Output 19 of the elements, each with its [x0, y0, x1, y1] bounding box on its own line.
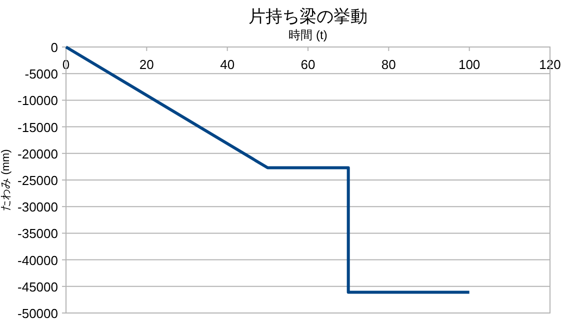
y-tick-label: -10000 [18, 93, 58, 108]
y-tick-label: -50000 [18, 306, 58, 321]
y-tick-label: -45000 [18, 279, 58, 294]
y-tick-label: -20000 [18, 146, 58, 162]
y-tick-label: -35000 [18, 226, 58, 242]
y-axis-title: たわみ (mm) [0, 149, 12, 211]
x-axis-title: 時間 (t) [288, 28, 328, 42]
y-tick-label: -30000 [18, 200, 58, 215]
y-tick-label: -5000 [24, 66, 58, 82]
x-tick-label: 40 [220, 57, 235, 72]
y-tick-label: -40000 [18, 252, 58, 268]
x-tick-label: 100 [458, 57, 480, 72]
y-tick-label: -15000 [18, 120, 58, 135]
y-tick-label: -25000 [18, 173, 58, 188]
chart-title: 片持ち梁の挙動 [248, 7, 368, 26]
x-tick-label: 60 [300, 57, 316, 72]
x-tick-label: 80 [381, 57, 396, 72]
y-tick-label: 0 [50, 40, 58, 55]
x-tick-label: 20 [139, 57, 154, 72]
